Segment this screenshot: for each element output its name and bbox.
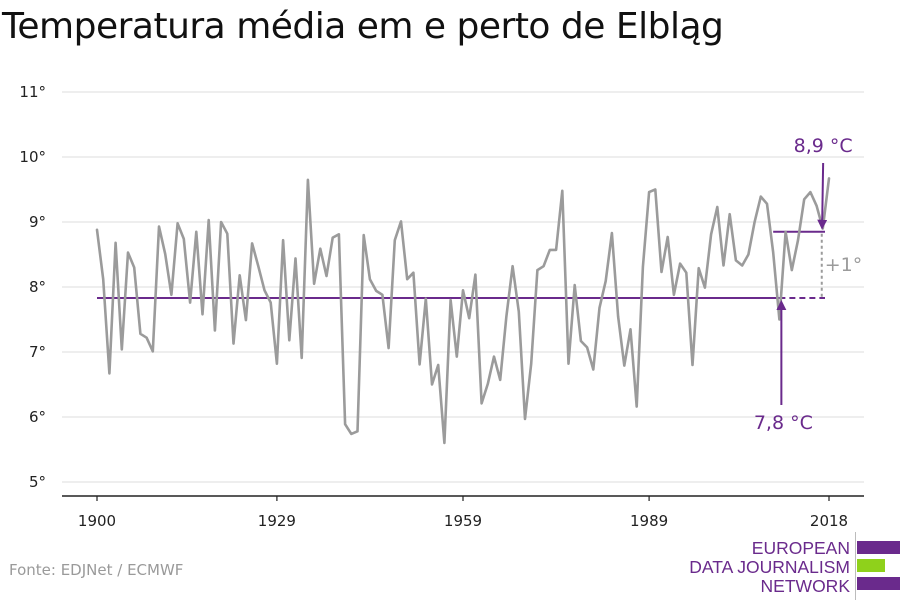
y-tick-label: 6° — [29, 408, 46, 426]
grid-layer — [62, 91, 864, 483]
y-tick-label: 5° — [29, 473, 46, 491]
x-tick-label: 1929 — [258, 512, 296, 530]
logo-bar-2 — [857, 559, 885, 572]
y-tick-label: 7° — [29, 343, 46, 361]
x-tick-label: 1989 — [630, 512, 668, 530]
x-tick-label: 2018 — [810, 512, 848, 530]
temperature-series-line — [95, 177, 831, 445]
recent-arrow — [817, 162, 828, 230]
source-note: Fonte: EDJNet / ECMWF — [9, 561, 184, 579]
baseline-label: 7,8 °C — [754, 412, 813, 434]
series-layer — [95, 177, 831, 445]
y-tick-label: 8° — [29, 278, 46, 296]
axis-layer: 5° 6° 7° 8° 9° 10° 11° 1900 1929 1959 1989 2018 — [19, 83, 864, 530]
logo-line-2: DATA JOURNALISM — [689, 557, 850, 577]
chart-title: Temperatura média em e perto de Elbląg — [2, 6, 724, 47]
logo-line-1: EUROPEAN — [751, 538, 850, 558]
delta-label: +1° — [825, 254, 863, 276]
logo-divider — [855, 532, 856, 600]
y-tick-label: 9° — [29, 213, 46, 231]
recent-label: 8,9 °C — [794, 135, 853, 157]
annotation-layer: 7,8 °C 8,9 °C +1° — [754, 135, 862, 434]
y-tick-label: 10° — [19, 148, 46, 166]
x-tick-label: 1900 — [78, 512, 116, 530]
logo-bar-1 — [857, 541, 900, 554]
edjnet-logo: EUROPEAN DATA JOURNALISM NETWORK — [689, 532, 900, 600]
y-tick-label: 11° — [19, 83, 46, 101]
logo-line-3: NETWORK — [760, 576, 850, 596]
logo-bar-3 — [857, 577, 900, 590]
x-tick-label: 1959 — [444, 512, 482, 530]
